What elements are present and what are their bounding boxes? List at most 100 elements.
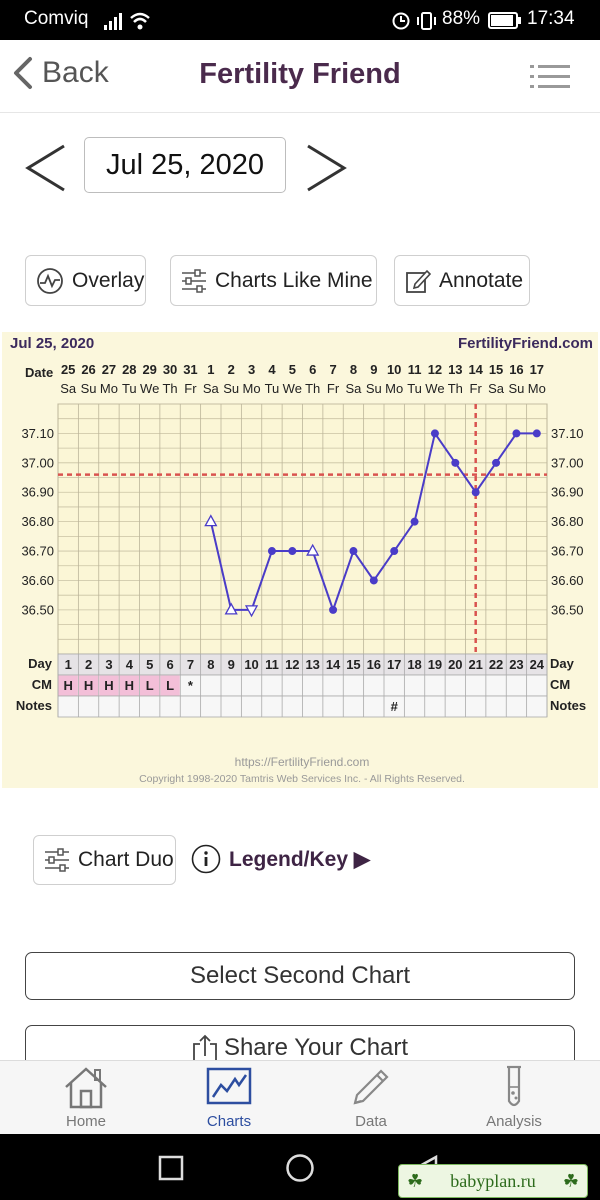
day-number: 21 xyxy=(468,657,482,672)
y-tick-label: 36.50 xyxy=(21,602,54,617)
temp-point xyxy=(471,488,480,497)
date-label: 4 xyxy=(268,362,276,377)
bbt-chart-svg: Jul 25, 2020 FertilityFriend.com Date Da… xyxy=(10,335,593,785)
temp-point xyxy=(410,517,419,526)
open-temp-marker xyxy=(224,602,238,615)
date-label: 7 xyxy=(329,362,336,377)
annotate-button[interactable]: Annotate xyxy=(394,255,530,306)
weekday-label: Th xyxy=(448,381,463,396)
day-number: 8 xyxy=(207,657,214,672)
weekday-label: Sa xyxy=(345,381,362,396)
temp-point xyxy=(390,547,399,556)
notes-row-label: Notes xyxy=(16,698,52,713)
date-label: 12 xyxy=(428,362,442,377)
cm-value: * xyxy=(188,678,194,693)
next-date-button[interactable] xyxy=(304,140,350,196)
weekday-label: Tu xyxy=(265,381,280,396)
date-label: 13 xyxy=(448,362,462,377)
cm-highlight-cell xyxy=(160,675,180,696)
date-label: 17 xyxy=(530,362,544,377)
overlay-icon xyxy=(37,267,63,294)
day-number: 9 xyxy=(228,657,235,672)
day-number: 22 xyxy=(489,657,503,672)
day-number: 3 xyxy=(105,657,112,672)
date-label: 5 xyxy=(289,362,296,377)
day-number: 15 xyxy=(346,657,360,672)
select-second-chart-button[interactable]: Select Second Chart xyxy=(25,952,575,1000)
date-display[interactable]: Jul 25, 2020 xyxy=(84,137,286,193)
day-row-label-right: Day xyxy=(550,656,575,671)
clover-icon: ☘ xyxy=(562,1170,579,1191)
date-label: 30 xyxy=(163,362,177,377)
temp-point xyxy=(329,605,338,614)
bottom-tab-bar: Home Charts Data Analysis xyxy=(0,1060,600,1135)
cm-highlight-cell xyxy=(58,675,78,696)
chart-duo-label: Chart Duo xyxy=(78,848,174,871)
bbt-chart: Jul 25, 2020 FertilityFriend.com Date Da… xyxy=(2,332,598,788)
y-tick-label: 36.70 xyxy=(21,544,54,559)
day-number: 6 xyxy=(166,657,173,672)
weekday-label: Sa xyxy=(203,381,220,396)
temp-point xyxy=(430,429,439,438)
back-button[interactable]: Back xyxy=(10,56,109,90)
day-number: 19 xyxy=(428,657,442,672)
recent-apps-icon[interactable] xyxy=(158,1155,184,1181)
cm-highlight-cell xyxy=(119,675,139,696)
day-number: 24 xyxy=(530,657,545,672)
weekday-label: Mo xyxy=(528,381,546,396)
day-number: 13 xyxy=(305,657,319,672)
date-label: 14 xyxy=(468,362,483,377)
chevron-left-icon xyxy=(14,57,32,89)
weekday-label: Th xyxy=(162,381,177,396)
cm-value: H xyxy=(84,678,93,693)
home-icon xyxy=(65,1067,107,1109)
hamburger-menu-icon[interactable] xyxy=(530,62,570,92)
tab-analysis-label: Analysis xyxy=(486,1113,542,1130)
legend-key-link[interactable]: Legend/Key ▶ xyxy=(191,844,370,874)
sliders-icon xyxy=(182,268,206,293)
day-number: 11 xyxy=(265,657,279,672)
open-temp-marker xyxy=(244,605,259,618)
date-label: 10 xyxy=(387,362,401,377)
signal-wifi-icon xyxy=(104,12,150,30)
charts-like-mine-button[interactable]: Charts Like Mine xyxy=(170,255,377,306)
weekday-label: Fr xyxy=(327,381,340,396)
date-label: 3 xyxy=(248,362,255,377)
tab-home-label: Home xyxy=(65,1113,106,1130)
pencil-icon xyxy=(353,1069,389,1105)
weekday-label: Tu xyxy=(122,381,137,396)
chart-duo-button[interactable]: Chart Duo xyxy=(33,835,176,885)
chart-header-site: FertilityFriend.com xyxy=(458,335,593,352)
cm-value: L xyxy=(146,678,154,693)
weekday-label: Su xyxy=(81,381,97,396)
weekday-label: Su xyxy=(223,381,239,396)
date-label: 11 xyxy=(408,362,422,377)
overlay-button[interactable]: Overlay xyxy=(25,255,146,306)
annotate-label: Annotate xyxy=(439,268,524,292)
day-number: 10 xyxy=(244,657,258,672)
y-tick-label-right: 36.70 xyxy=(551,544,584,559)
day-number: 17 xyxy=(387,657,401,672)
cm-value: H xyxy=(63,678,72,693)
tab-analysis[interactable]: Analysis xyxy=(443,1061,585,1135)
day-number: 20 xyxy=(448,657,462,672)
date-label: 6 xyxy=(309,362,316,377)
weekday-label: Fr xyxy=(184,381,197,396)
home-circle-icon[interactable] xyxy=(284,1152,316,1184)
chart-footer-url: https://FertilityFriend.com xyxy=(235,755,370,769)
previous-date-button[interactable] xyxy=(22,140,68,196)
date-label: 9 xyxy=(370,362,377,377)
y-tick-label-right: 36.90 xyxy=(551,485,584,500)
temp-point xyxy=(532,429,541,438)
day-number: 5 xyxy=(146,657,153,672)
tab-charts[interactable]: Charts xyxy=(158,1061,300,1135)
y-tick-label: 37.10 xyxy=(21,426,54,441)
tab-home[interactable]: Home xyxy=(15,1061,157,1135)
tab-data[interactable]: Data xyxy=(300,1061,442,1135)
temp-point xyxy=(369,576,378,585)
battery-icon xyxy=(488,12,521,29)
date-label: 2 xyxy=(228,362,235,377)
y-tick-label-right: 36.60 xyxy=(551,573,584,588)
temp-point xyxy=(512,429,521,438)
cm-row-label: CM xyxy=(32,677,52,692)
